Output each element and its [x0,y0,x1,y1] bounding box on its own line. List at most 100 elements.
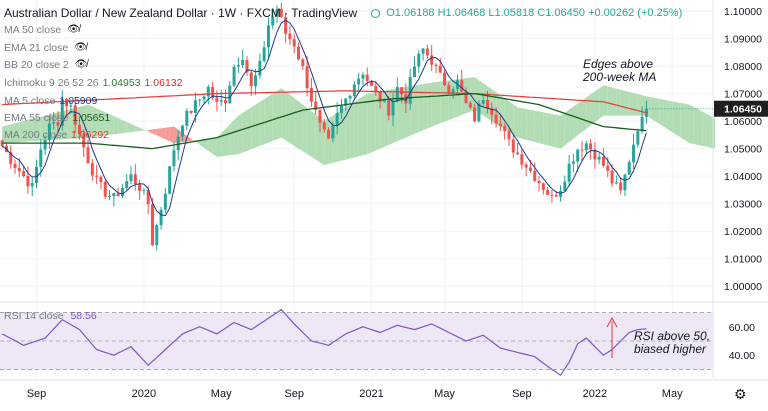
rsi-tick-label: 60.00 [729,322,755,334]
candle-down [133,174,137,185]
kumo-cloud [655,97,660,124]
kumo-cloud [302,104,308,155]
candle-up [155,225,159,246]
legend-ma5[interactable]: MA 5 close 1.05909 [4,93,97,108]
candle-down [593,149,597,160]
candle-up [614,182,618,184]
symbol-title[interactable]: Australian Dollar / New Zealand Dollar ·… [4,6,358,20]
x-tick-label: Sep [27,388,47,400]
rsi-annotation: RSI above 50, biased higher [634,330,710,356]
legend-ema21[interactable]: EMA 21 close 👁︎̸ [4,40,87,55]
kumo-cloud [680,102,686,141]
eye-off-icon[interactable]: 👁︎̸ [74,59,88,70]
kumo-cloud [380,90,385,149]
candle-up [571,161,575,164]
legend-ma200[interactable]: MA 200 close 1.06292 [4,127,109,142]
kumo-cloud [32,117,37,142]
legend-ma50[interactable]: MA 50 close 👁︎̸ [4,22,80,37]
rsi-legend[interactable]: RSI 14 close 58.56 [4,310,97,322]
kumo-cloud [285,91,290,144]
candle-down [378,90,382,102]
y-tick-label: 1.01000 [724,254,762,266]
candle-up [241,60,245,66]
x-tick-label: Sep [512,388,532,400]
legend-ema55-label: EMA 55 close [4,111,69,124]
rsi-line [1,308,647,377]
kumo-cloud [165,127,170,142]
ohlc-readout: O1.06188 H1.06468 L1.05818 C1.06450 +0.0… [386,7,683,19]
kumo-cloud [135,125,140,132]
kumo-cloud [418,84,424,133]
candle-down [13,163,17,168]
kumo-cloud [88,104,93,138]
candle-down [99,176,103,182]
y-tick-label: 1.05000 [724,144,762,156]
candle-down [524,164,528,168]
candle-up [352,84,356,97]
candle-down [17,167,21,172]
candle-down [464,91,468,103]
rsi-label: RSI 14 close [4,310,64,322]
candle-up [640,116,644,132]
kumo-cloud [221,128,226,157]
candle-up [52,122,56,124]
candle-down [425,48,429,56]
kumo-cloud [586,94,591,129]
kumo-cloud [10,123,16,143]
candle-up [232,66,236,86]
kumo-cloud [225,124,230,156]
candle-up [481,99,485,104]
candle-down [73,105,77,125]
kumo-cloud [281,88,286,141]
gear-icon[interactable]: ⚙ [734,386,747,402]
kumo-cloud [259,99,265,146]
candle-up [451,89,455,94]
kumo-cloud [607,86,613,116]
candle-down [580,149,584,151]
kumo-cloud [564,109,570,146]
legend-ema55[interactable]: EMA 55 close 1.05651 [4,110,110,125]
candle-down [473,107,477,122]
candle-up [39,149,43,167]
ma200-line [2,90,647,114]
kumo-cloud [375,91,381,151]
eye-off-icon[interactable]: 👁︎̸ [74,42,87,53]
kumo-cloud [238,112,243,155]
candle-down [554,194,558,197]
legend-ma200-label: MA 200 close [4,128,68,141]
candle-down [460,80,464,92]
kumo-cloud [500,95,505,130]
legend-ma5-value: 1.05909 [59,94,98,107]
legend-ichimoku[interactable]: Ichimoku 9 26 52 26 1.04953 1.06132 [4,75,183,90]
kumo-cloud [139,127,144,132]
candle-up [395,87,399,101]
candle-down [404,94,408,104]
eye-off-icon[interactable]: 👁︎̸ [67,24,80,35]
kumo-cloud [341,107,346,161]
y-tick-label: 1.10000 [724,6,762,18]
candle-up [142,190,146,192]
candle-down [494,114,498,124]
y-tick-label: 1.02000 [724,226,762,238]
kumo-cloud [2,125,7,144]
rsi-band [0,312,713,370]
kumo-cloud [36,116,41,141]
candle-up [47,123,51,140]
kumo-cloud [289,94,295,146]
candle-down [245,60,249,73]
legend-bb20[interactable]: BB 20 close 2 👁︎̸ [4,57,88,72]
kumo-cloud [624,90,630,116]
candle-down [249,72,253,87]
candle-up [567,163,571,182]
kumo-cloud [362,93,368,156]
candle-up [125,181,129,189]
kumo-cloud [272,90,278,141]
candle-down [138,184,142,191]
candle-down [292,39,296,47]
candle-down [443,72,447,86]
candle-down [601,156,605,166]
candle-up [391,100,395,116]
candle-down [150,204,154,246]
